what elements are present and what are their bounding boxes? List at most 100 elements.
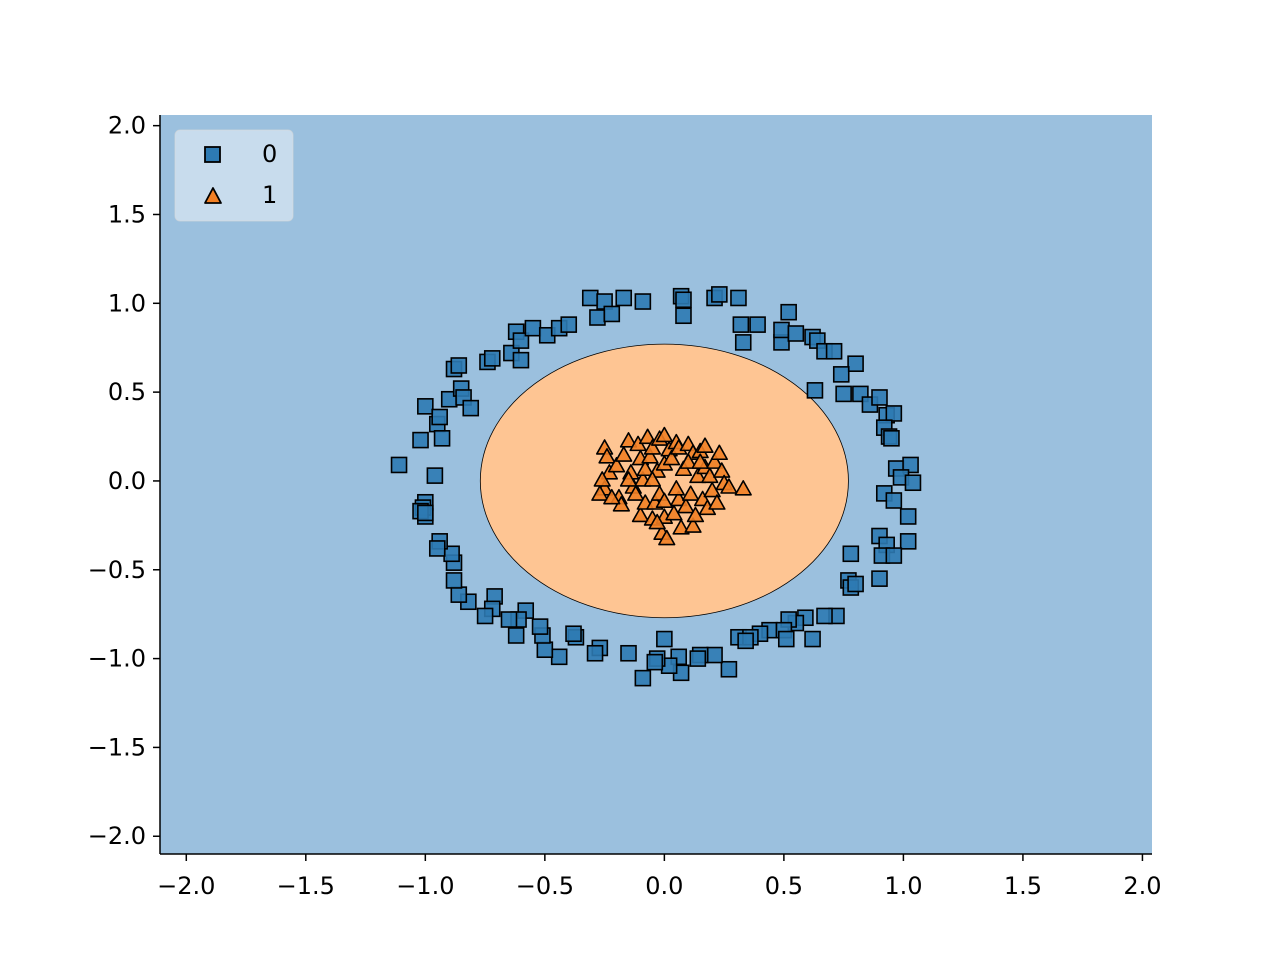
- point-class-0-26: [603, 305, 621, 323]
- point-class-0-111: [500, 611, 518, 628]
- point-class-0-41: [787, 325, 805, 342]
- y-tick-label-8: 2.0: [108, 112, 146, 140]
- point-class-0-70: [842, 545, 860, 563]
- point-class-1-64: [679, 453, 697, 469]
- y-tick-label-3: −0.5: [88, 556, 146, 584]
- point-class-0-67: [899, 533, 917, 550]
- y-tick-label-6: 1.0: [108, 289, 146, 317]
- point-class-0-64: [899, 508, 917, 525]
- point-class-0-101: [586, 644, 604, 662]
- point-class-0-103: [565, 625, 582, 643]
- point-class-0-89: [706, 646, 723, 664]
- point-class-1-10: [619, 432, 638, 448]
- point-class-1-4: [591, 485, 609, 501]
- legend-label-class-0: 0: [262, 140, 277, 168]
- point-class-0-46: [847, 355, 864, 373]
- point-class-1-6: [607, 456, 626, 473]
- point-class-1-60: [720, 478, 738, 494]
- point-class-1-20: [639, 428, 657, 445]
- point-class-0-52: [871, 389, 888, 406]
- point-class-0-114: [476, 607, 494, 625]
- x-tick-label-8: 2.0: [1123, 872, 1161, 900]
- point-class-0-18: [512, 351, 530, 369]
- x-axis-ticks: −2.0 −1.5 −1.0 −0.5 0.0 0.5 1.0 1.5 2.0: [157, 854, 1162, 900]
- point-class-1-39: [672, 519, 690, 535]
- y-tick-label-1: −1.5: [88, 733, 146, 761]
- point-class-0-107: [531, 618, 549, 635]
- y-tick-label-0: −2.0: [88, 822, 146, 850]
- point-class-0-49: [835, 385, 852, 403]
- y-tick-label-5: 0.5: [108, 378, 146, 406]
- point-class-1-41: [677, 497, 695, 514]
- point-class-0-74: [871, 570, 888, 587]
- data-points: [390, 286, 922, 687]
- point-class-0-12: [462, 399, 480, 417]
- y-tick-label-4: 0.0: [108, 467, 146, 495]
- point-class-1-32: [658, 529, 676, 546]
- point-class-1-34: [662, 449, 681, 466]
- point-class-0-33: [711, 286, 728, 303]
- point-class-0-47: [832, 366, 850, 383]
- point-class-0-1: [412, 431, 429, 449]
- point-class-1-37: [670, 490, 688, 507]
- point-class-1-66: [643, 471, 662, 487]
- point-class-0-126: [417, 504, 434, 522]
- point-class-1-51: [696, 437, 714, 453]
- point-class-0-31: [675, 307, 692, 325]
- point-class-0-5: [431, 408, 448, 426]
- x-tick-label-2: −1.0: [396, 872, 454, 900]
- point-class-0-63: [885, 492, 903, 509]
- x-tick-label-6: 1.0: [884, 872, 922, 900]
- point-class-0-48: [806, 382, 824, 399]
- y-axis-ticks: −2.0 −1.5 −1.0 −0.5 0.0 0.5 1.0 1.5 2.0: [88, 112, 160, 850]
- point-class-0-121: [428, 540, 446, 557]
- point-class-0-17: [512, 332, 530, 349]
- legend: 0 1: [174, 129, 294, 222]
- legend-label-class-1: 1: [262, 181, 277, 209]
- point-class-0-34: [730, 289, 747, 307]
- point-class-1-56: [708, 494, 726, 510]
- point-class-1-65: [619, 471, 638, 487]
- point-class-1-63: [648, 513, 666, 530]
- point-class-1-61: [734, 480, 752, 496]
- point-class-0-85: [737, 632, 754, 650]
- point-class-1-23: [643, 439, 662, 455]
- point-class-0-35: [732, 316, 750, 333]
- point-class-0-86: [777, 630, 795, 648]
- point-class-0-3: [426, 467, 444, 484]
- point-class-0-22: [560, 316, 578, 333]
- point-class-0-45: [825, 342, 843, 360]
- point-class-0-87: [804, 630, 821, 648]
- x-tick-label-5: 0.5: [765, 872, 803, 900]
- point-class-0-2: [417, 398, 434, 415]
- point-class-0-91: [689, 650, 707, 667]
- point-class-0-27: [615, 289, 633, 307]
- point-class-0-117: [445, 572, 463, 589]
- point-class-1-13: [627, 485, 645, 501]
- point-class-0-9: [450, 357, 468, 374]
- point-class-0-39: [773, 321, 790, 339]
- point-class-0-97: [646, 653, 664, 671]
- point-class-0-73: [847, 575, 864, 593]
- point-class-0-24: [589, 309, 606, 326]
- decision-region-class-1: [479, 343, 849, 619]
- point-class-1-53: [701, 467, 719, 484]
- point-class-0-40: [780, 303, 797, 321]
- point-class-0-98: [634, 669, 652, 687]
- point-class-0-30: [675, 291, 692, 309]
- point-class-1-67: [655, 492, 673, 509]
- point-class-1-43: [682, 485, 700, 501]
- point-class-0-69: [885, 547, 903, 564]
- legend-marker-class-1: [204, 187, 222, 204]
- y-tick-label-2: −1.0: [88, 645, 146, 673]
- x-tick-label-4: 0.0: [645, 872, 683, 900]
- point-class-1-62: [603, 488, 621, 505]
- x-tick-label-1: −1.5: [277, 872, 335, 900]
- point-class-0-36: [734, 334, 752, 351]
- point-class-0-59: [902, 456, 919, 474]
- point-class-0-95: [656, 630, 673, 648]
- point-class-1-5: [593, 471, 611, 487]
- axes: −2.0 −1.5 −1.0 −0.5 0.0 0.5 1.0 1.5 2.0 −2.0 −1.5…: [88, 112, 1162, 900]
- point-class-1-1: [598, 448, 616, 464]
